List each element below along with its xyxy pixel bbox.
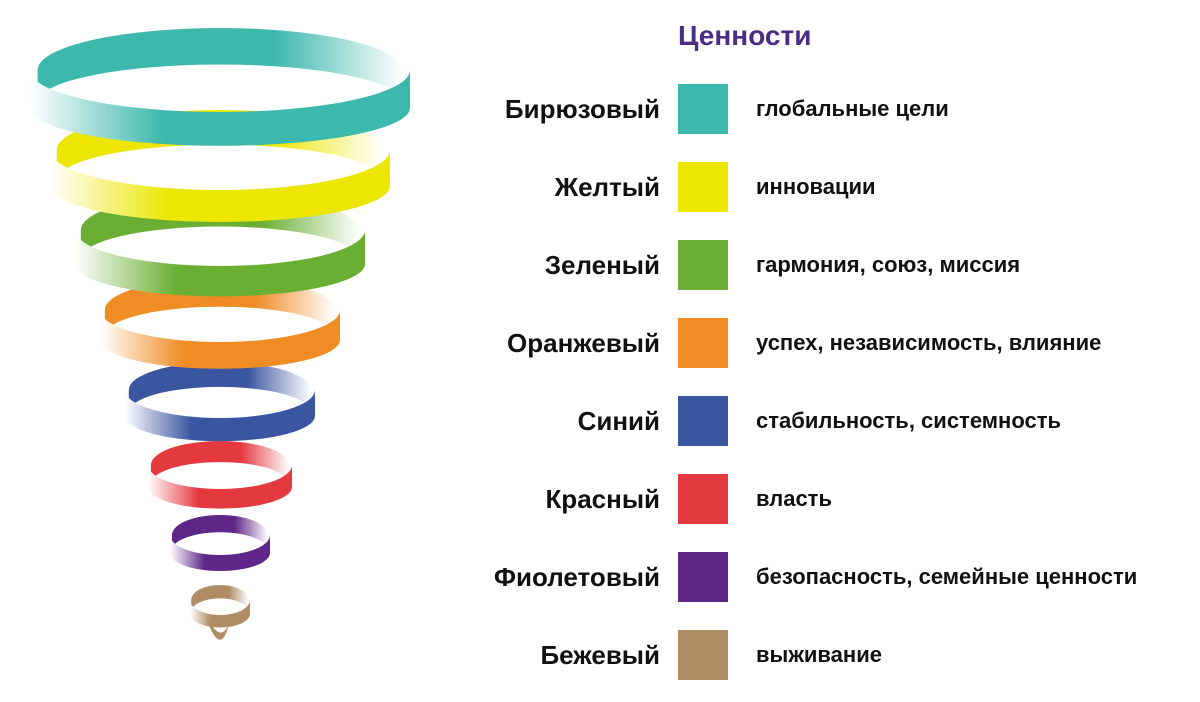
spiral-ring-front-green: [75, 230, 365, 296]
legend-value: глобальные цели: [728, 96, 949, 122]
spiral-ring-front-orange: [100, 310, 340, 369]
infographic-stage: Ценности Бирюзовый глобальные цели Желтый и…: [0, 0, 1200, 702]
legend-panel: Ценности Бирюзовый глобальные цели Желтый и…: [440, 20, 1180, 694]
legend-label: Оранжевый: [440, 328, 678, 359]
color-swatch-orange: [678, 318, 728, 368]
legend-row-green: Зеленый гармония, союз, миссия: [440, 226, 1180, 304]
spiral-ring-front-yellow: [50, 150, 390, 222]
spiral-ring-front-turquoise: [30, 70, 410, 146]
legend-label: Красный: [440, 484, 678, 515]
spiral-ring-back-red: [151, 441, 289, 484]
legend-rows: Бирюзовый глобальные цели Желтый инновации З…: [440, 70, 1180, 694]
legend-row-purple: Фиолетовый безопасность, семейные ценност…: [440, 538, 1180, 616]
legend-value: инновации: [728, 174, 876, 200]
color-swatch-turquoise: [678, 84, 728, 134]
legend-value: гармония, союз, миссия: [728, 252, 1020, 278]
color-swatch-yellow: [678, 162, 728, 212]
legend-row-orange: Оранжевый успех, независимость, влияние: [440, 304, 1180, 382]
spiral-ring-back-purple: [172, 515, 268, 550]
legend-value: выживание: [728, 642, 882, 668]
legend-value: стабильность, системность: [728, 408, 1061, 434]
spiral-ring-front-purple: [170, 535, 270, 571]
color-swatch-green: [678, 240, 728, 290]
legend-label: Зеленый: [440, 250, 678, 281]
legend-label: Синий: [440, 406, 678, 437]
legend-row-turquoise: Бирюзовый глобальные цели: [440, 70, 1180, 148]
legend-row-blue: Синий стабильность, системность: [440, 382, 1180, 460]
legend-row-red: Красный власть: [440, 460, 1180, 538]
spiral-ring-front-beige: [190, 600, 250, 628]
legend-value: успех, независимость, влияние: [728, 330, 1101, 356]
color-swatch-red: [678, 474, 728, 524]
legend-label: Бирюзовый: [440, 94, 678, 125]
legend-label: Фиолетовый: [440, 562, 678, 593]
legend-value: безопасность, семейные ценности: [728, 564, 1137, 590]
legend-label: Желтый: [440, 172, 678, 203]
spiral-cone-diagram: [20, 20, 420, 680]
legend-row-beige: Бежевый выживание: [440, 616, 1180, 694]
spiral-ring-front-blue: [125, 390, 315, 441]
spiral-ring-back-beige: [191, 585, 249, 612]
legend-title: Ценности: [678, 20, 1180, 52]
spiral-ring-back-turquoise: [38, 28, 403, 102]
color-swatch-beige: [678, 630, 728, 680]
legend-row-yellow: Желтый инновации: [440, 148, 1180, 226]
spiral-ring-front-red: [148, 465, 292, 509]
legend-label: Бежевый: [440, 640, 678, 671]
color-swatch-purple: [678, 552, 728, 602]
legend-value: власть: [728, 486, 832, 512]
color-swatch-blue: [678, 396, 728, 446]
spiral-ring-back-blue: [129, 362, 311, 412]
